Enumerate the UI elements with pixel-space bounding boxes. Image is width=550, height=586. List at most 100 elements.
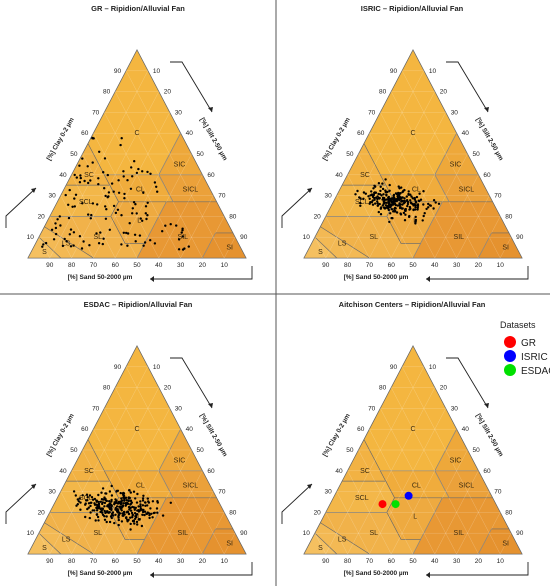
data-point <box>125 501 129 504</box>
data-point <box>122 512 125 515</box>
data-point <box>181 227 184 230</box>
data-point <box>397 185 400 188</box>
class-label-sil: SIL <box>454 530 465 537</box>
data-point <box>175 224 178 227</box>
data-point <box>105 208 108 211</box>
clay-tick-label: 30 <box>48 489 56 496</box>
data-point <box>100 498 104 501</box>
data-point <box>146 504 149 507</box>
data-point <box>428 204 432 207</box>
class-label-sic: SIC <box>450 161 462 168</box>
data-point <box>78 497 81 500</box>
data-point <box>404 209 407 212</box>
data-point <box>407 190 410 193</box>
data-point <box>91 202 95 205</box>
silt-tick-label: 50 <box>473 151 481 158</box>
data-point <box>151 516 154 519</box>
data-point <box>356 189 359 193</box>
data-point <box>122 502 125 505</box>
data-point <box>402 189 405 193</box>
sand-tick-label: 90 <box>46 558 54 565</box>
sand-tick-label: 20 <box>475 558 483 565</box>
data-point <box>133 508 136 511</box>
data-point <box>374 191 377 194</box>
data-point <box>131 212 134 215</box>
silt-tick-label: 70 <box>494 193 502 200</box>
silt-tick-label: 60 <box>483 172 491 179</box>
data-point <box>132 201 136 204</box>
data-point <box>139 217 142 220</box>
silt-tick-label: 20 <box>440 385 448 392</box>
data-point <box>422 190 425 193</box>
class-label-sicl: SICL <box>183 186 199 193</box>
data-point <box>108 505 111 508</box>
data-point <box>414 215 417 219</box>
data-point <box>373 196 376 200</box>
clay-tick-label: 20 <box>38 509 46 516</box>
data-point <box>87 213 90 216</box>
silt-tick-label: 20 <box>164 89 172 96</box>
data-point <box>126 179 129 182</box>
data-point <box>139 509 142 512</box>
data-point <box>414 205 417 209</box>
data-point <box>122 231 126 234</box>
data-point <box>156 190 159 193</box>
panel-title: GR – Ripidion/Alluvial Fan <box>91 4 185 13</box>
data-point <box>151 500 155 503</box>
data-point <box>117 518 121 522</box>
data-point <box>398 203 401 207</box>
data-point <box>398 198 401 202</box>
sand-axis-label: [%] Sand 50-2000 µm <box>344 570 409 577</box>
silt-tick-label: 50 <box>197 151 205 158</box>
sand-tick-label: 10 <box>497 262 505 269</box>
data-point <box>58 215 61 218</box>
data-point <box>129 516 132 519</box>
silt-tick-label: 90 <box>516 234 524 241</box>
data-point <box>73 197 76 200</box>
data-point <box>403 197 406 200</box>
data-point <box>129 502 133 505</box>
data-point <box>115 490 118 493</box>
texture-class-region-s <box>303 532 338 555</box>
clay-tick-label: 60 <box>81 426 89 433</box>
clay-tick-label: 50 <box>70 447 78 454</box>
data-point <box>359 197 362 200</box>
silt-tick-label: 10 <box>429 68 437 75</box>
data-point <box>409 199 412 202</box>
legend-swatch-isric <box>504 350 516 362</box>
data-point <box>121 504 125 507</box>
data-point <box>139 503 142 506</box>
data-point <box>118 512 121 515</box>
class-label-scl: SCL <box>79 199 93 206</box>
class-label-ls: LS <box>62 240 71 247</box>
data-point <box>416 206 419 209</box>
clay-tick-label: 30 <box>324 489 332 496</box>
data-point <box>77 500 81 503</box>
sand-tick-label: 80 <box>68 558 76 565</box>
data-point <box>91 498 95 501</box>
data-point <box>101 513 105 516</box>
data-point <box>107 511 111 514</box>
class-label-sil: SIL <box>178 234 189 241</box>
data-point <box>69 228 73 231</box>
data-point <box>115 505 119 508</box>
silt-tick-label: 30 <box>451 109 459 116</box>
data-point <box>81 202 84 205</box>
data-point <box>148 516 151 520</box>
data-point <box>379 185 382 188</box>
grid-lines <box>38 366 236 555</box>
data-point <box>97 493 100 497</box>
texture-class-region-sl <box>44 512 146 555</box>
sand-tick-label: 50 <box>409 262 417 269</box>
data-point <box>59 224 62 227</box>
data-point <box>141 504 145 507</box>
grid-lines <box>314 366 512 555</box>
data-point <box>362 197 365 200</box>
data-point <box>379 189 382 193</box>
data-point <box>370 201 373 204</box>
class-label-c: C <box>410 130 415 137</box>
data-point <box>432 207 435 210</box>
data-point <box>181 235 184 238</box>
data-point <box>385 201 388 204</box>
